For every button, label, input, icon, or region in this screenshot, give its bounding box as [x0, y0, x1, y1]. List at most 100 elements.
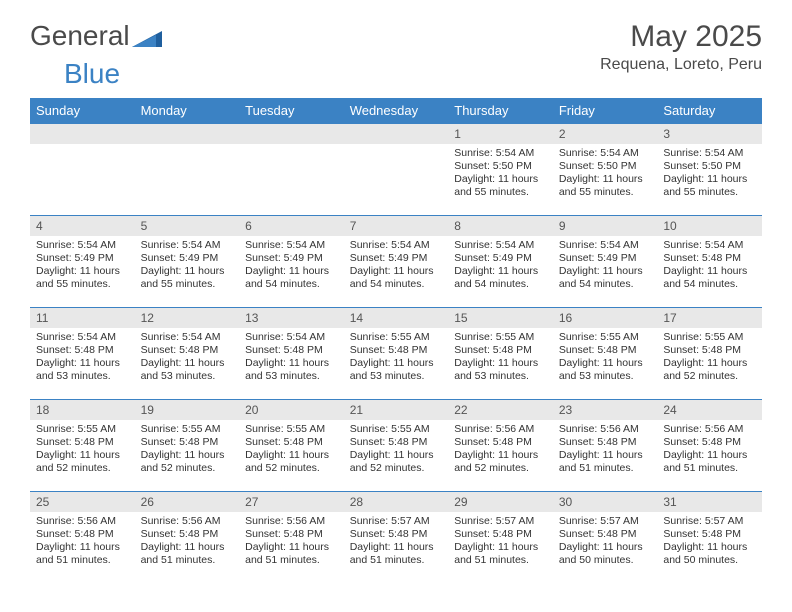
cell-body: Sunrise: 5:55 AMSunset: 5:48 PMDaylight:… — [448, 328, 553, 388]
cell-body: Sunrise: 5:54 AMSunset: 5:49 PMDaylight:… — [30, 236, 135, 296]
daylight-label: Daylight: — [141, 541, 185, 553]
calendar-cell: 22Sunrise: 5:56 AMSunset: 5:48 PMDayligh… — [448, 400, 553, 492]
calendar-cell: 9Sunrise: 5:54 AMSunset: 5:49 PMDaylight… — [553, 216, 658, 308]
sunset-value: 5:49 PM — [597, 252, 636, 264]
sunrise-value: 5:57 AM — [496, 515, 535, 527]
cell-body: Sunrise: 5:57 AMSunset: 5:48 PMDaylight:… — [448, 512, 553, 572]
cell-body: Sunrise: 5:55 AMSunset: 5:48 PMDaylight:… — [657, 328, 762, 388]
cell-body: Sunrise: 5:54 AMSunset: 5:49 PMDaylight:… — [239, 236, 344, 296]
day-number: 12 — [135, 308, 240, 328]
day-number: 25 — [30, 492, 135, 512]
sunrise-value: 5:56 AM — [287, 515, 326, 527]
sunrise-label: Sunrise: — [350, 515, 391, 527]
day-number: 27 — [239, 492, 344, 512]
day-number: 28 — [344, 492, 449, 512]
sunset-value: 5:48 PM — [493, 436, 532, 448]
daylight-label: Daylight: — [350, 541, 394, 553]
sunset-label: Sunset: — [350, 344, 389, 356]
daylight-label: Daylight: — [350, 449, 394, 461]
sunrise-value: 5:54 AM — [496, 239, 535, 251]
daylight-label: Daylight: — [454, 357, 498, 369]
sunset-value: 5:49 PM — [179, 252, 218, 264]
cell-body: Sunrise: 5:56 AMSunset: 5:48 PMDaylight:… — [553, 420, 658, 480]
weekday-header: Tuesday — [239, 98, 344, 124]
calendar-cell: 7Sunrise: 5:54 AMSunset: 5:49 PMDaylight… — [344, 216, 449, 308]
daylight-label: Daylight: — [36, 357, 80, 369]
daylight-label: Daylight: — [663, 449, 707, 461]
sunrise-value: 5:55 AM — [182, 423, 221, 435]
calendar-cell: 8Sunrise: 5:54 AMSunset: 5:49 PMDaylight… — [448, 216, 553, 308]
calendar-cell: 3Sunrise: 5:54 AMSunset: 5:50 PMDaylight… — [657, 124, 762, 216]
daylight-label: Daylight: — [559, 449, 603, 461]
sunrise-label: Sunrise: — [36, 515, 77, 527]
calendar-cell: 2Sunrise: 5:54 AMSunset: 5:50 PMDaylight… — [553, 124, 658, 216]
daylight-label: Daylight: — [245, 357, 289, 369]
sunset-label: Sunset: — [141, 528, 180, 540]
empty-daynum — [344, 124, 449, 144]
day-number: 19 — [135, 400, 240, 420]
day-number: 1 — [448, 124, 553, 144]
sunset-label: Sunset: — [559, 528, 598, 540]
sunrise-value: 5:54 AM — [182, 239, 221, 251]
calendar-cell: 13Sunrise: 5:54 AMSunset: 5:48 PMDayligh… — [239, 308, 344, 400]
sunrise-label: Sunrise: — [454, 515, 495, 527]
calendar-cell — [239, 124, 344, 216]
sunrise-value: 5:54 AM — [391, 239, 430, 251]
weekday-header: Thursday — [448, 98, 553, 124]
day-number: 30 — [553, 492, 658, 512]
sunrise-label: Sunrise: — [350, 239, 391, 251]
daylight-label: Daylight: — [559, 173, 603, 185]
sunset-value: 5:49 PM — [75, 252, 114, 264]
sunset-value: 5:48 PM — [702, 436, 741, 448]
day-number: 26 — [135, 492, 240, 512]
cell-body: Sunrise: 5:54 AMSunset: 5:50 PMDaylight:… — [448, 144, 553, 204]
sunrise-value: 5:54 AM — [77, 239, 116, 251]
sunset-value: 5:48 PM — [179, 528, 218, 540]
sunrise-value: 5:54 AM — [600, 239, 639, 251]
cell-body: Sunrise: 5:54 AMSunset: 5:50 PMDaylight:… — [657, 144, 762, 204]
calendar-cell: 1Sunrise: 5:54 AMSunset: 5:50 PMDaylight… — [448, 124, 553, 216]
cell-body: Sunrise: 5:56 AMSunset: 5:48 PMDaylight:… — [135, 512, 240, 572]
sunset-value: 5:49 PM — [493, 252, 532, 264]
day-number: 18 — [30, 400, 135, 420]
calendar-cell — [344, 124, 449, 216]
daylight-label: Daylight: — [141, 449, 185, 461]
sunrise-label: Sunrise: — [141, 239, 182, 251]
sunrise-label: Sunrise: — [454, 331, 495, 343]
day-number: 24 — [657, 400, 762, 420]
day-number: 4 — [30, 216, 135, 236]
calendar-cell: 4Sunrise: 5:54 AMSunset: 5:49 PMDaylight… — [30, 216, 135, 308]
sunrise-label: Sunrise: — [559, 239, 600, 251]
sunrise-value: 5:54 AM — [182, 331, 221, 343]
day-number: 11 — [30, 308, 135, 328]
daylight-label: Daylight: — [245, 449, 289, 461]
sunrise-label: Sunrise: — [454, 239, 495, 251]
weekday-header: Wednesday — [344, 98, 449, 124]
sunset-value: 5:48 PM — [702, 344, 741, 356]
cell-body: Sunrise: 5:55 AMSunset: 5:48 PMDaylight:… — [344, 420, 449, 480]
cell-body: Sunrise: 5:56 AMSunset: 5:48 PMDaylight:… — [448, 420, 553, 480]
daylight-label: Daylight: — [36, 265, 80, 277]
daylight-label: Daylight: — [36, 541, 80, 553]
sunset-label: Sunset: — [559, 160, 598, 172]
sunset-label: Sunset: — [36, 344, 75, 356]
sunset-value: 5:48 PM — [75, 344, 114, 356]
sunset-value: 5:48 PM — [702, 252, 741, 264]
sunrise-label: Sunrise: — [663, 147, 704, 159]
day-number: 20 — [239, 400, 344, 420]
sunrise-value: 5:54 AM — [287, 239, 326, 251]
calendar-cell: 30Sunrise: 5:57 AMSunset: 5:48 PMDayligh… — [553, 492, 658, 584]
sunrise-label: Sunrise: — [350, 331, 391, 343]
daylight-label: Daylight: — [663, 357, 707, 369]
calendar-body: 1Sunrise: 5:54 AMSunset: 5:50 PMDaylight… — [30, 124, 762, 584]
sunset-label: Sunset: — [559, 344, 598, 356]
sunset-value: 5:48 PM — [179, 344, 218, 356]
sunset-value: 5:48 PM — [597, 528, 636, 540]
calendar-cell: 23Sunrise: 5:56 AMSunset: 5:48 PMDayligh… — [553, 400, 658, 492]
sunrise-label: Sunrise: — [663, 331, 704, 343]
sunrise-label: Sunrise: — [141, 515, 182, 527]
sunset-value: 5:50 PM — [702, 160, 741, 172]
day-number: 9 — [553, 216, 658, 236]
sunset-label: Sunset: — [350, 436, 389, 448]
daylight-label: Daylight: — [245, 265, 289, 277]
